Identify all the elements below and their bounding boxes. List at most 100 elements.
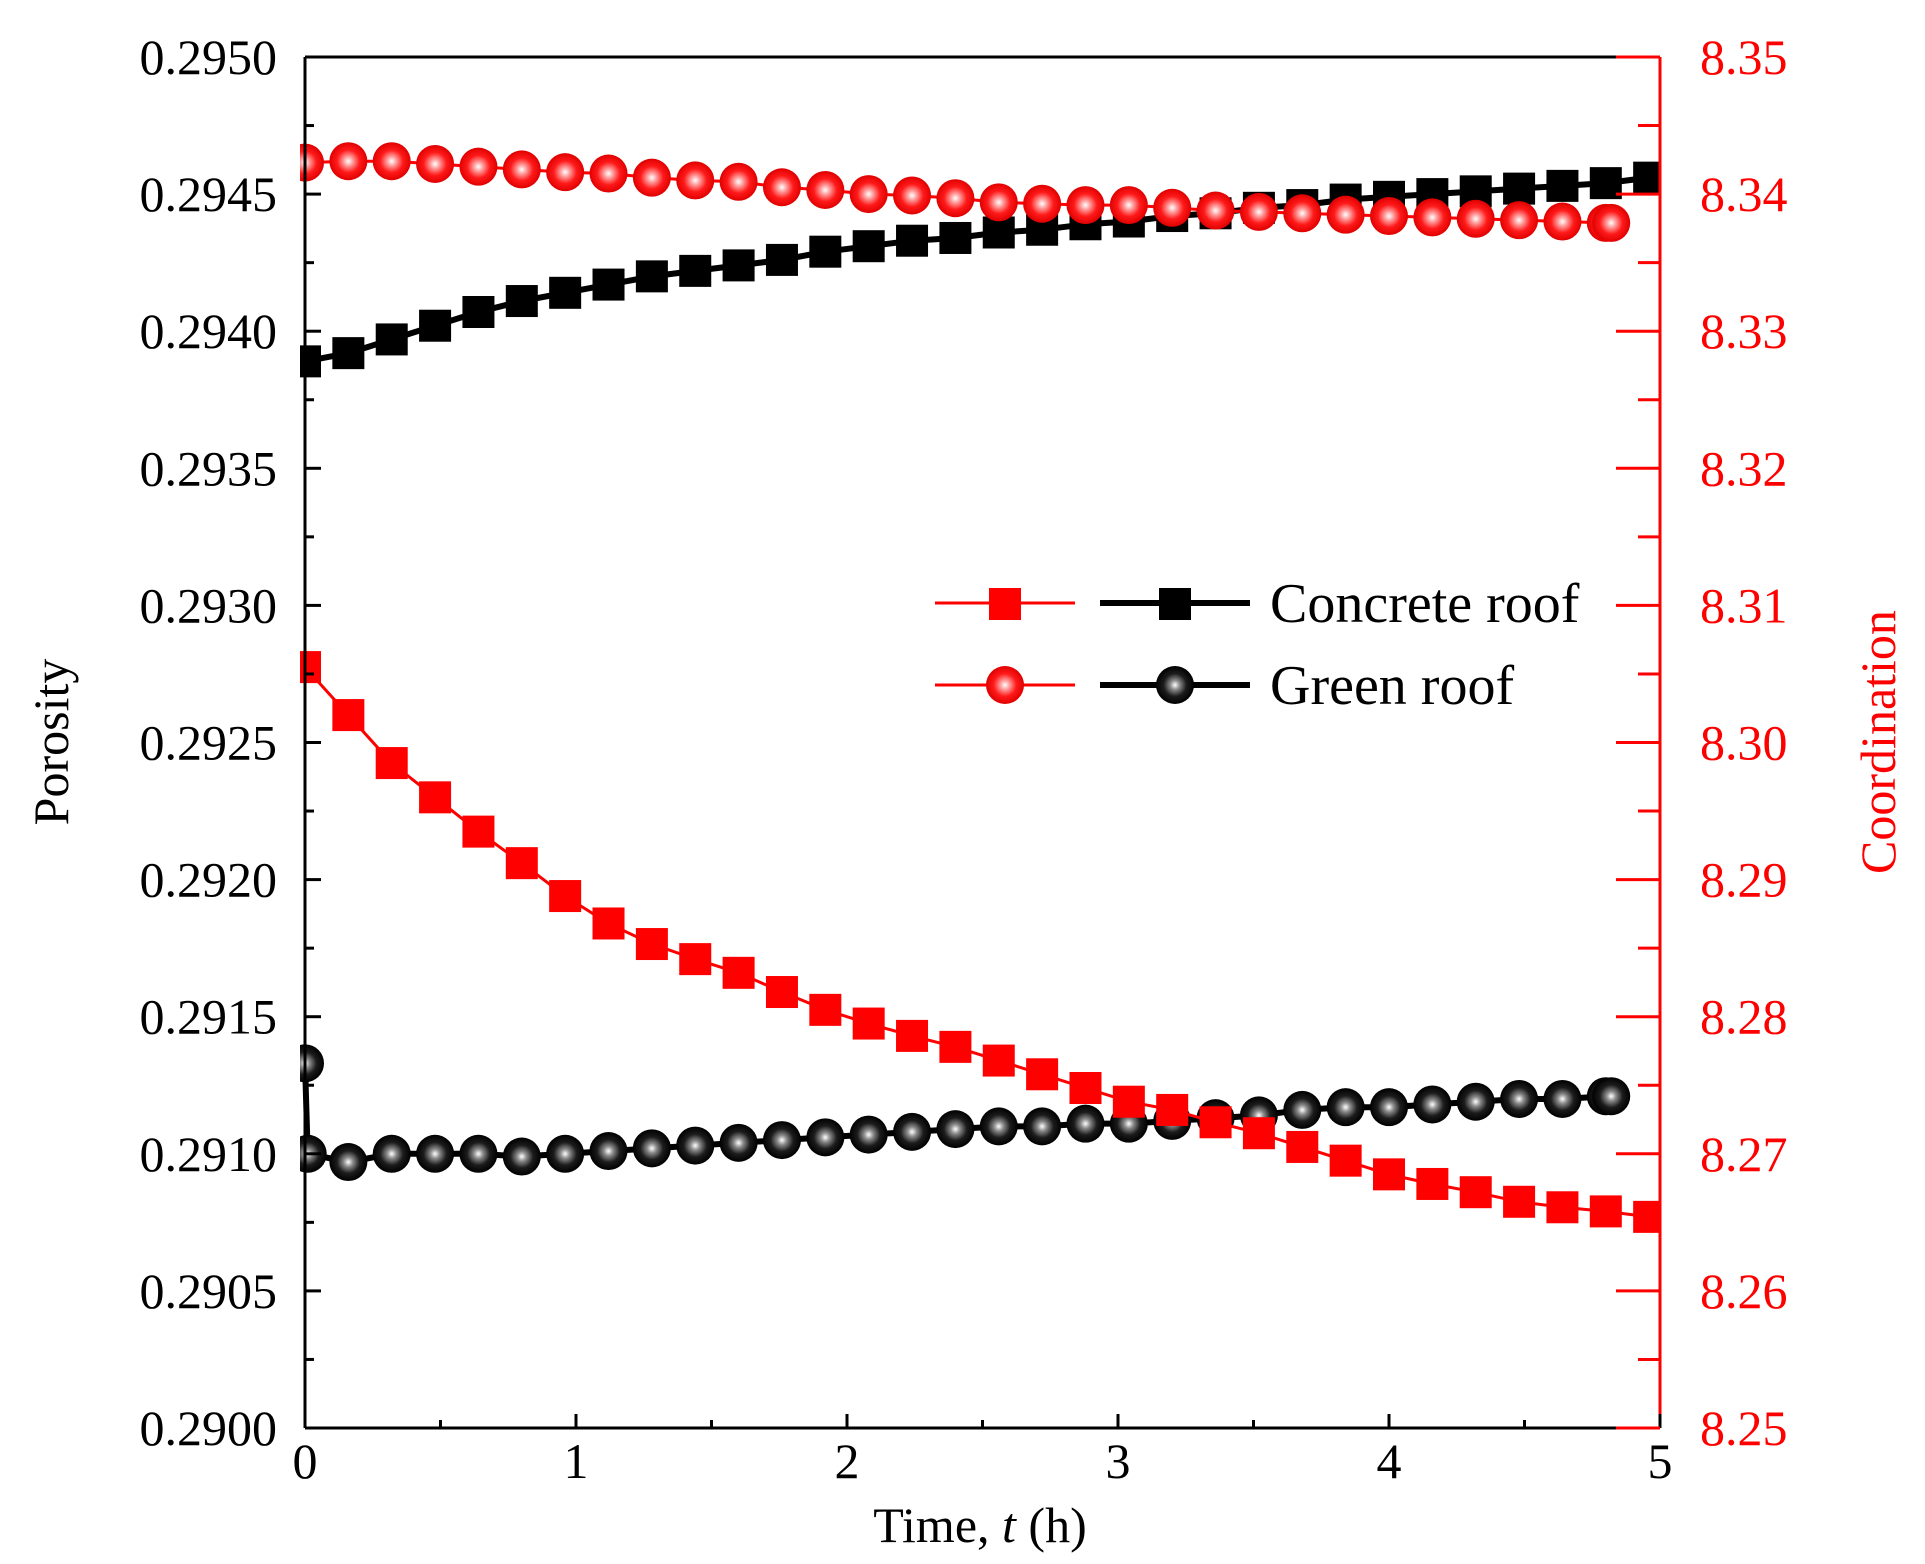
data-point-green-roof-coordination [459,147,498,186]
data-point-green-roof-porosity [893,1112,932,1151]
data-point-concrete-roof-coordination [1242,1117,1275,1150]
data-point-concrete-roof-porosity [1503,172,1536,205]
series-layer [300,142,1660,1233]
legend-marker-black-sphere [1156,666,1194,704]
data-point-green-roof-porosity [329,1143,368,1182]
x-tick-label: 0 [293,1433,318,1489]
x-tick-label: 2 [835,1433,860,1489]
data-point-concrete-roof-coordination [462,815,495,848]
data-point-concrete-roof-porosity [549,276,582,309]
data-point-concrete-roof-porosity [809,235,842,268]
data-point-concrete-roof-coordination [722,956,755,989]
y-right-tick-label: 8.26 [1700,1263,1788,1319]
data-point-concrete-roof-coordination [896,1019,929,1052]
data-point-green-roof-coordination [329,142,368,181]
data-point-concrete-roof-coordination [939,1030,972,1063]
data-point-green-roof-porosity [372,1134,411,1173]
data-point-green-roof-coordination [1500,201,1539,240]
data-point-concrete-roof-coordination [852,1007,885,1040]
data-point-green-roof-coordination [1196,191,1235,230]
data-point-concrete-roof-porosity [635,260,668,293]
data-point-green-roof-porosity [1370,1088,1408,1127]
data-point-green-roof-porosity [459,1134,498,1173]
data-point-green-roof-porosity [1283,1090,1322,1129]
data-point-concrete-roof-porosity [939,221,972,254]
plot-frame [305,57,1660,1428]
data-point-concrete-roof-porosity [375,323,408,356]
x-axis-title-suffix: (h) [1016,1497,1087,1553]
data-point-green-roof-porosity [546,1134,585,1173]
data-point-green-roof-porosity [762,1121,801,1160]
data-point-concrete-roof-porosity [852,230,885,263]
data-point-green-roof-coordination [676,161,715,200]
data-point-concrete-roof-coordination [505,847,538,880]
y-left-tick-label: 0.2935 [140,440,278,496]
data-point-concrete-roof-coordination [982,1044,1015,1077]
y-left-tick-label: 0.2920 [140,852,278,908]
x-tick-label: 1 [564,1433,589,1489]
data-point-concrete-roof-porosity [505,285,538,318]
data-point-concrete-roof-porosity [679,254,712,287]
data-point-concrete-roof-coordination [809,993,842,1026]
data-point-green-roof-porosity [1543,1079,1582,1118]
data-point-green-roof-porosity [676,1126,715,1165]
data-point-green-roof-porosity [719,1123,758,1162]
data-point-concrete-roof-porosity [722,249,755,282]
x-axis-title-var: t [1002,1497,1017,1553]
y-right-tick-label: 8.31 [1700,577,1788,633]
data-point-concrete-roof-coordination [765,976,798,1009]
data-point-green-roof-coordination [1153,188,1192,227]
series-line-concrete-roof-coordination [303,666,1650,1219]
data-point-concrete-roof-coordination [1199,1106,1232,1139]
data-point-green-roof-coordination [632,158,671,197]
data-point-green-roof-coordination [1326,195,1365,234]
y-axis-right-title: Coordination [1850,610,1906,874]
data-point-green-roof-coordination [936,179,975,218]
y-right-tick-label: 8.32 [1700,440,1788,496]
y-right-tick-label: 8.34 [1700,166,1788,222]
legend: Concrete roof Green roof [935,573,1580,717]
series-concrete-roof-coordination [300,651,1660,1233]
data-point-green-roof-coordination [1066,186,1105,225]
data-point-concrete-roof-coordination [1373,1158,1405,1191]
y-left-tick-label: 0.2950 [140,29,278,85]
data-point-concrete-roof-porosity [982,216,1015,249]
data-point-green-roof-coordination [979,183,1018,222]
data-point-concrete-roof-coordination [1503,1185,1536,1218]
data-point-concrete-roof-porosity [419,309,452,342]
x-tick-label: 3 [1106,1433,1131,1489]
series-concrete-roof-porosity [300,161,1660,378]
data-point-green-roof-porosity [936,1110,975,1149]
data-point-green-roof-coordination [762,168,801,207]
data-point-green-roof-coordination [1283,194,1322,233]
y-left-tick-label: 0.2915 [140,989,278,1045]
data-point-concrete-roof-coordination [1589,1195,1622,1228]
data-point-concrete-roof-porosity [332,337,365,370]
data-point-concrete-roof-coordination [549,880,582,913]
data-point-green-roof-coordination [1109,186,1148,225]
data-point-concrete-roof-porosity [462,296,495,329]
y-right-tick-label: 8.35 [1700,29,1788,85]
legend-item-green-roof: Green roof [935,655,1514,717]
data-point-green-roof-porosity [416,1134,455,1173]
y-axis-left-title: Porosity [23,659,79,826]
y-left-tick-label: 0.2945 [140,166,278,222]
data-point-green-roof-coordination [806,170,845,209]
x-axis-title: Time, t (h) [873,1497,1086,1553]
x-tick-label: 5 [1648,1433,1673,1489]
y-right-tick-label: 8.25 [1700,1400,1788,1456]
data-point-green-roof-coordination [1239,192,1278,231]
y-right-tick-label: 8.30 [1700,715,1788,771]
data-point-concrete-roof-porosity [592,268,625,301]
data-point-concrete-roof-coordination [1633,1200,1660,1233]
legend-marker-black-square [1159,588,1191,620]
data-point-green-roof-porosity [1326,1088,1365,1127]
data-point-concrete-roof-porosity [1546,169,1579,202]
y-left-tick-label: 0.2900 [140,1400,278,1456]
data-point-green-roof-coordination [1413,198,1452,237]
axis-layer: 0 1 2 3 4 5 0.2900 0.2905 0.2910 0.2915 0.2920 0.29… [140,29,1788,1489]
data-point-concrete-roof-coordination [1416,1167,1449,1200]
data-point-green-roof-coordination [1543,202,1582,241]
data-point-green-roof-coordination [719,162,758,201]
data-point-green-roof-porosity [806,1118,845,1157]
